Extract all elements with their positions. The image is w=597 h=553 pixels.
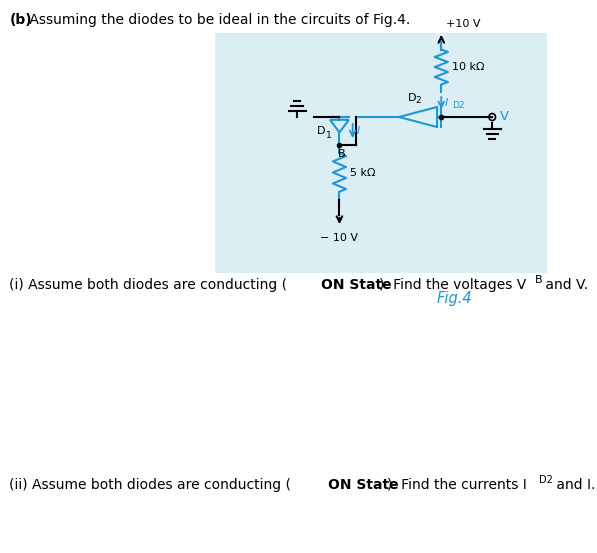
Text: (i) Assume both diodes are conducting (: (i) Assume both diodes are conducting ( [10, 278, 288, 292]
Text: D2: D2 [453, 102, 465, 111]
Text: I: I [445, 98, 448, 108]
Text: 2: 2 [416, 96, 421, 105]
Text: D: D [317, 126, 325, 136]
Text: 1: 1 [326, 131, 332, 139]
Text: B: B [535, 275, 542, 285]
Text: and V.: and V. [541, 278, 589, 292]
Text: V: V [500, 111, 509, 123]
Text: B: B [337, 149, 345, 159]
Text: 5 kΩ: 5 kΩ [350, 168, 376, 178]
Text: D2: D2 [539, 475, 553, 485]
Text: ON State: ON State [321, 278, 391, 292]
Text: D: D [408, 93, 417, 103]
Text: +10 V: +10 V [446, 19, 481, 29]
Text: I: I [356, 126, 359, 136]
Text: (ii) Assume both diodes are conducting (: (ii) Assume both diodes are conducting ( [10, 478, 291, 492]
Text: and I.: and I. [552, 478, 595, 492]
Text: ). Find the voltages V: ). Find the voltages V [379, 278, 527, 292]
Bar [215, 33, 547, 273]
Text: 10 kΩ: 10 kΩ [452, 62, 484, 72]
Text: ). Find the currents I: ). Find the currents I [387, 478, 527, 492]
Text: Assuming the diodes to be ideal in the circuits of Fig.4.: Assuming the diodes to be ideal in the c… [26, 13, 411, 27]
Text: Fig.4: Fig.4 [436, 291, 472, 306]
Text: − 10 V: − 10 V [321, 233, 358, 243]
Text: ON State: ON State [328, 478, 399, 492]
Text: (b): (b) [10, 13, 32, 27]
